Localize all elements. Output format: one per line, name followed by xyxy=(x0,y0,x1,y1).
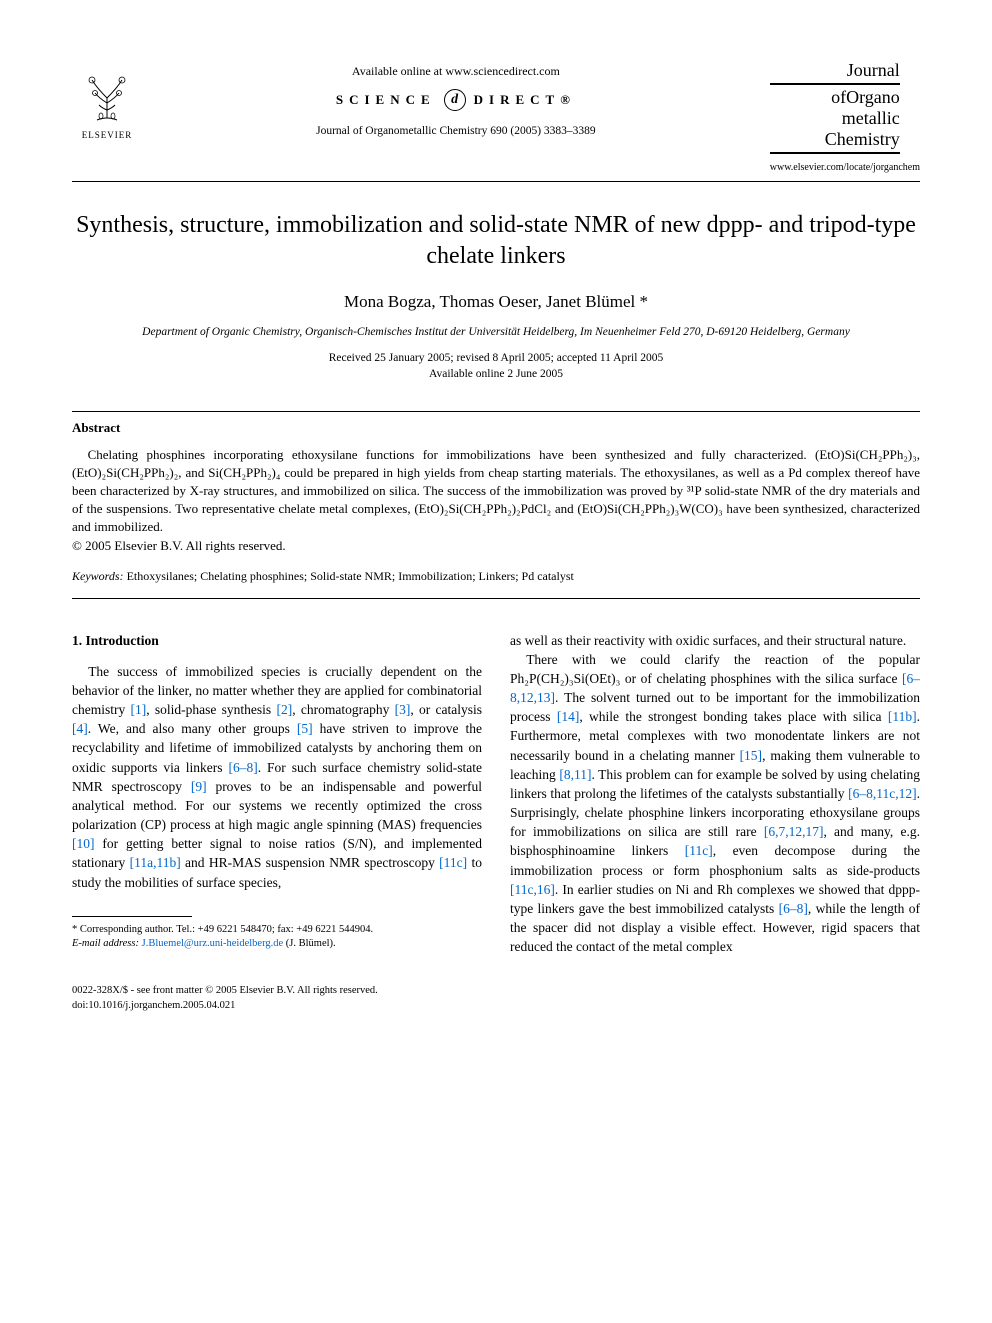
email-label: E-mail address: xyxy=(72,938,139,949)
received-date: Received 25 January 2005; revised 8 Apri… xyxy=(72,350,920,366)
col1-para1: The success of immobilized species is cr… xyxy=(72,662,482,892)
footnote-rule xyxy=(72,916,192,917)
keywords-label: Keywords: xyxy=(72,569,124,583)
ref-link[interactable]: [6–8] xyxy=(228,760,257,775)
journal-logo-line1: Journal xyxy=(770,60,900,81)
journal-logo-line2: ofOrgano xyxy=(770,87,900,108)
available-online-text: Available online at www.sciencedirect.co… xyxy=(142,64,770,79)
footer-copyright: 0022-328X/$ - see front matter © 2005 El… xyxy=(72,984,920,999)
header-divider xyxy=(72,181,920,182)
ref-link[interactable]: [11c] xyxy=(439,855,467,870)
email-link[interactable]: J.Bluemel@urz.uni-heidelberg.de xyxy=(142,938,284,949)
sd-left: SCIENCE xyxy=(336,92,436,108)
ref-link[interactable]: [4] xyxy=(72,721,88,736)
email-line: E-mail address: J.Bluemel@urz.uni-heidel… xyxy=(72,937,482,951)
abstract-heading: Abstract xyxy=(72,420,920,436)
elsevier-tree-icon xyxy=(77,68,137,128)
sd-right: DIRECT® xyxy=(474,92,576,108)
journal-logo-block: Journal ofOrgano metallic Chemistry www.… xyxy=(770,60,920,173)
abstract-body: Chelating phosphines incorporating ethox… xyxy=(72,447,920,535)
page: ELSEVIER Available online at www.science… xyxy=(0,0,992,1054)
ref-link[interactable]: [6–8] xyxy=(779,901,808,916)
abstract-copyright: © 2005 Elsevier B.V. All rights reserved… xyxy=(72,538,286,553)
available-date: Available online 2 June 2005 xyxy=(72,366,920,382)
corresponding-author: * Corresponding author. Tel.: +49 6221 5… xyxy=(72,923,482,937)
body-columns: 1. Introduction The success of immobiliz… xyxy=(72,631,920,957)
ref-link[interactable]: [5] xyxy=(297,721,313,736)
col2-para1: as well as their reactivity with oxidic … xyxy=(510,631,920,650)
ref-link[interactable]: [11a,11b] xyxy=(130,855,181,870)
ref-link[interactable]: [8,11] xyxy=(559,767,591,782)
journal-logo-line4: Chemistry xyxy=(770,129,900,150)
abstract-rule-top xyxy=(72,411,920,412)
ref-link[interactable]: [11b] xyxy=(888,709,917,724)
email-name: (J. Blümel). xyxy=(286,938,336,949)
column-left: 1. Introduction The success of immobiliz… xyxy=(72,631,482,957)
col2-para2: There with we could clarify the reaction… xyxy=(510,650,920,957)
ref-link[interactable]: [15] xyxy=(740,748,763,763)
ref-link[interactable]: [3] xyxy=(395,702,411,717)
sd-icon: d xyxy=(444,89,466,111)
ref-link[interactable]: [10] xyxy=(72,836,95,851)
ref-link[interactable]: [14] xyxy=(557,709,580,724)
journal-logo-line3: metallic xyxy=(770,108,900,129)
ref-link[interactable]: [2] xyxy=(276,702,292,717)
ref-link[interactable]: [1] xyxy=(131,702,147,717)
header-row: ELSEVIER Available online at www.science… xyxy=(72,60,920,173)
footnote-block: * Corresponding author. Tel.: +49 6221 5… xyxy=(72,923,482,951)
authors: Mona Bogza, Thomas Oeser, Janet Blümel * xyxy=(72,292,920,312)
abstract-text: Chelating phosphines incorporating ethox… xyxy=(72,446,920,555)
article-title: Synthesis, structure, immobilization and… xyxy=(72,210,920,272)
footer-doi: doi:10.1016/j.jorganchem.2005.04.021 xyxy=(72,999,920,1014)
locate-url[interactable]: www.elsevier.com/locate/jorganchem xyxy=(770,162,920,173)
article-dates: Received 25 January 2005; revised 8 Apri… xyxy=(72,350,920,382)
journal-logo-border: ofOrgano metallic Chemistry xyxy=(770,83,900,154)
keywords-values: Ethoxysilanes; Chelating phosphines; Sol… xyxy=(127,569,574,583)
footer: 0022-328X/$ - see front matter © 2005 El… xyxy=(72,984,920,1013)
publisher-name: ELSEVIER xyxy=(82,130,133,140)
ref-link[interactable]: [11c,16] xyxy=(510,882,555,897)
journal-reference: Journal of Organometallic Chemistry 690 … xyxy=(142,125,770,137)
column-right: as well as their reactivity with oxidic … xyxy=(510,631,920,957)
keywords: Keywords: Ethoxysilanes; Chelating phosp… xyxy=(72,569,920,584)
publisher-logo: ELSEVIER xyxy=(72,60,142,140)
science-direct-logo: SCIENCE d DIRECT® xyxy=(142,89,770,111)
ref-link[interactable]: [6–8,11c,12] xyxy=(848,786,916,801)
affiliation: Department of Organic Chemistry, Organis… xyxy=(72,326,920,338)
ref-link[interactable]: [6,7,12,17] xyxy=(764,824,824,839)
ref-link[interactable]: [11c] xyxy=(685,843,713,858)
header-center: Available online at www.sciencedirect.co… xyxy=(142,60,770,137)
abstract-rule-bottom xyxy=(72,598,920,599)
journal-logo: Journal ofOrgano metallic Chemistry xyxy=(770,60,900,154)
ref-link[interactable]: [9] xyxy=(191,779,207,794)
section-1-heading: 1. Introduction xyxy=(72,631,482,650)
